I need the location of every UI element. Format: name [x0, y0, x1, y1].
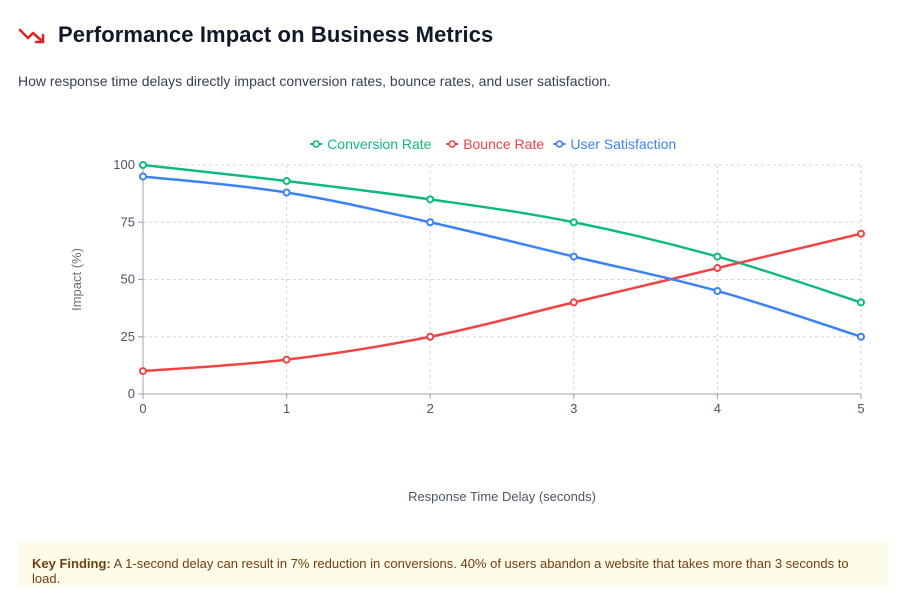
data-point-user-satisfaction — [857, 332, 865, 341]
page-subtitle: How response time delays directly impact… — [18, 73, 611, 89]
series-user-satisfaction — [139, 172, 865, 341]
legend-item-conversion-rate: Conversion Rate — [310, 136, 432, 152]
y-tick-label: 75 — [121, 214, 135, 229]
x-tick-label: 2 — [427, 401, 434, 416]
x-axis-label: Response Time Delay (seconds) — [408, 489, 596, 504]
y-tick-label: 100 — [113, 157, 135, 172]
chart-container: 0 25 50 75 100 0 1 2 3 4 5 Impact (%) Response Time … — [0, 120, 914, 520]
y-tick-label: 50 — [121, 272, 135, 287]
data-point-user-satisfaction — [426, 218, 435, 227]
data-point-bounce-rate — [282, 355, 291, 364]
legend-label: Conversion Rate — [327, 136, 431, 152]
legend-label: Bounce Rate — [463, 136, 544, 152]
data-point-bounce-rate — [569, 298, 578, 307]
data-point-conversion-rate — [569, 218, 578, 227]
legend: Conversion Rate Bounce Rate User Satisfact… — [310, 136, 676, 152]
series-conversion-rate — [139, 161, 865, 307]
key-finding-text: A 1-second delay can result in 7% reduct… — [32, 556, 849, 586]
series-bounce-rate — [139, 229, 865, 376]
legend-item-user-satisfaction: User Satisfaction — [553, 136, 676, 152]
data-point-conversion-rate — [139, 161, 147, 169]
y-tick-label: 25 — [121, 329, 135, 344]
trending-down-icon — [18, 28, 45, 44]
page-title: Performance Impact on Business Metrics — [58, 22, 494, 47]
data-point-conversion-rate — [857, 298, 865, 307]
data-point-bounce-rate — [857, 229, 865, 238]
x-tick-label: 3 — [570, 401, 577, 416]
data-point-conversion-rate — [426, 195, 435, 204]
legend-swatch-marker — [555, 140, 564, 148]
data-point-conversion-rate — [713, 252, 722, 261]
data-point-bounce-rate — [426, 332, 435, 341]
key-finding-callout: Key Finding: A 1-second delay can result… — [18, 541, 888, 587]
x-tick-label: 1 — [283, 401, 290, 416]
legend-swatch-marker — [312, 140, 321, 148]
grid — [143, 164, 862, 394]
series-line-conversion-rate — [142, 163, 862, 304]
y-tick-label: 0 — [128, 386, 135, 401]
data-point-user-satisfaction — [713, 286, 722, 295]
x-tick-label: 0 — [139, 401, 146, 416]
series-line-user-satisfaction — [142, 175, 862, 338]
legend-label: User Satisfaction — [570, 136, 676, 152]
key-finding-label: Key Finding: — [32, 556, 111, 571]
series-line-bounce-rate — [142, 232, 862, 373]
data-point-bounce-rate — [139, 367, 147, 376]
line-chart: 0 25 50 75 100 0 1 2 3 4 5 Impact (%) Response Time … — [69, 136, 865, 504]
data-point-user-satisfaction — [569, 252, 578, 261]
x-tick-label: 5 — [857, 401, 864, 416]
legend-swatch-marker — [448, 140, 457, 148]
data-point-conversion-rate — [282, 177, 291, 186]
x-tick-label: 4 — [714, 401, 721, 416]
data-point-bounce-rate — [713, 264, 722, 273]
y-axis-label: Impact (%) — [69, 248, 84, 311]
legend-item-bounce-rate: Bounce Rate — [446, 136, 544, 152]
header: Performance Impact on Business Metrics — [18, 22, 493, 48]
data-point-user-satisfaction — [282, 188, 291, 197]
data-point-user-satisfaction — [139, 172, 147, 181]
